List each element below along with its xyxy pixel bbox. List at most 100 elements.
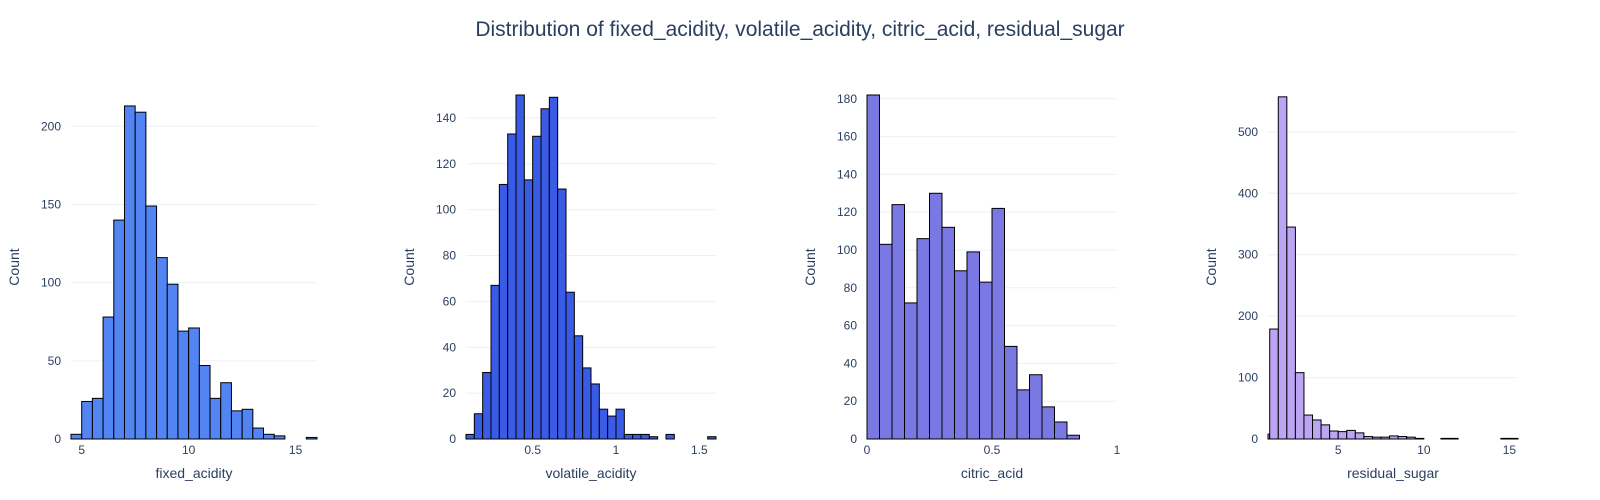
y-tick-label: 60 bbox=[443, 294, 457, 308]
histogram-bar bbox=[209, 397, 222, 440]
histogram-bar bbox=[1440, 437, 1451, 440]
histogram-bar bbox=[1449, 437, 1459, 440]
histogram-bar bbox=[1269, 328, 1279, 440]
histogram-bar bbox=[305, 436, 318, 440]
histogram-bar bbox=[573, 335, 584, 440]
histogram-bar bbox=[1389, 435, 1399, 440]
x-tick-label: 0.5 bbox=[984, 443, 1001, 457]
histogram-bar bbox=[145, 205, 158, 440]
y-tick-label: 120 bbox=[837, 205, 857, 219]
histogram-bar bbox=[1397, 436, 1408, 440]
x-tick-label: 1.5 bbox=[691, 443, 708, 457]
histogram-bar bbox=[954, 270, 968, 440]
histogram-bar bbox=[507, 133, 517, 440]
histogram-volatile_acidity: 0 20 40 60 80 100 120 140 0.5 1 1.5 volatile_acidit… bbox=[401, 94, 717, 481]
histogram-bar bbox=[473, 413, 484, 440]
histogram-bar bbox=[1414, 437, 1425, 440]
histogram-bar bbox=[1371, 436, 1382, 440]
x-tick-label: 10 bbox=[1417, 443, 1431, 457]
histogram-bar bbox=[1286, 226, 1296, 440]
histogram-bar bbox=[1312, 419, 1322, 440]
y-tick-label: 120 bbox=[436, 157, 456, 171]
y-axis-title: Count bbox=[401, 248, 417, 285]
x-axis-title: volatile_acidity bbox=[545, 465, 636, 481]
histogram-bar bbox=[1337, 431, 1348, 440]
y-tick-label: 150 bbox=[41, 197, 61, 211]
histogram-bar bbox=[991, 207, 1005, 440]
histogram-bar bbox=[1054, 421, 1068, 440]
x-tick-label: 15 bbox=[1503, 443, 1517, 457]
x-tick-label: 15 bbox=[289, 443, 303, 457]
histogram-bar bbox=[891, 204, 905, 440]
histogram-bar bbox=[490, 284, 500, 440]
y-axis-title: Count bbox=[1203, 248, 1219, 285]
x-axis-title: citric_acid bbox=[961, 465, 1023, 481]
histogram-bar bbox=[904, 302, 918, 440]
histogram-bar bbox=[598, 408, 609, 440]
y-tick-label: 140 bbox=[436, 111, 456, 125]
histogram-bar bbox=[540, 108, 550, 440]
histogram-bar bbox=[1354, 432, 1365, 440]
histogram-bar bbox=[188, 327, 200, 440]
histogram-bar bbox=[565, 291, 575, 440]
histogram-bar bbox=[1320, 424, 1331, 440]
histogram-bar bbox=[230, 410, 243, 440]
histogram-residual_sugar: 0 100 200 300 400 500 5 10 15 residual_sugar Count bbox=[1203, 96, 1519, 481]
histogram-bar bbox=[177, 330, 190, 440]
histogram-bar bbox=[557, 188, 567, 440]
histogram-bar bbox=[482, 371, 492, 440]
y-tick-label: 0 bbox=[449, 432, 456, 446]
histogram-bar bbox=[707, 436, 717, 440]
histogram-bar bbox=[1294, 372, 1305, 440]
histogram-bar bbox=[102, 316, 115, 440]
x-tick-label: 10 bbox=[182, 443, 196, 457]
histogram-bar bbox=[1041, 406, 1055, 440]
histogram-bar bbox=[623, 433, 634, 440]
y-tick-label: 100 bbox=[1238, 371, 1258, 385]
y-tick-label: 140 bbox=[837, 167, 857, 181]
histogram-bar bbox=[91, 397, 104, 440]
histogram-bar bbox=[1066, 434, 1080, 440]
histogram-bar bbox=[665, 433, 675, 440]
x-tick-label: 1 bbox=[613, 443, 620, 457]
histogram-bar bbox=[866, 94, 880, 440]
y-tick-label: 20 bbox=[443, 386, 457, 400]
chart-title: Distribution of fixed_acidity, volatile_… bbox=[475, 18, 1125, 41]
histogram-bar bbox=[1029, 374, 1043, 440]
x-tick-label: 1 bbox=[1114, 443, 1121, 457]
y-tick-label: 40 bbox=[443, 340, 457, 354]
histogram-bar bbox=[198, 365, 211, 440]
histogram-bar bbox=[81, 400, 93, 440]
histogram-bar bbox=[113, 219, 125, 440]
y-tick-label: 200 bbox=[1238, 309, 1258, 323]
histogram-bar bbox=[1363, 436, 1373, 440]
x-tick-label: 5 bbox=[1335, 443, 1342, 457]
histogram-bar bbox=[607, 415, 617, 440]
histogram-bar bbox=[1303, 414, 1314, 440]
y-tick-label: 180 bbox=[837, 92, 857, 106]
histogram-bar bbox=[966, 251, 980, 440]
y-tick-label: 500 bbox=[1238, 125, 1258, 139]
histogram-bar bbox=[134, 111, 147, 440]
histogram-bar bbox=[1346, 429, 1356, 440]
histogram-bar bbox=[929, 192, 943, 440]
y-tick-label: 100 bbox=[436, 203, 456, 217]
y-tick-label: 200 bbox=[41, 119, 61, 133]
y-tick-label: 50 bbox=[48, 354, 62, 368]
histogram-bar bbox=[1277, 96, 1288, 440]
histogram-bar bbox=[1380, 436, 1391, 440]
histogram-bar bbox=[879, 243, 893, 440]
y-tick-label: 80 bbox=[443, 249, 457, 263]
histogram-bar bbox=[1508, 437, 1519, 440]
histogram-bar bbox=[220, 382, 232, 440]
histogram-bar bbox=[465, 433, 475, 440]
histogram-bar bbox=[252, 427, 265, 440]
histogram-bar bbox=[523, 179, 534, 440]
histogram-bar bbox=[1406, 436, 1416, 440]
histogram-bar bbox=[123, 105, 136, 440]
histogram-bar bbox=[156, 257, 168, 440]
histogram-bar bbox=[70, 433, 83, 440]
y-axis-title: Count bbox=[6, 248, 22, 285]
histogram-bar bbox=[548, 96, 559, 440]
